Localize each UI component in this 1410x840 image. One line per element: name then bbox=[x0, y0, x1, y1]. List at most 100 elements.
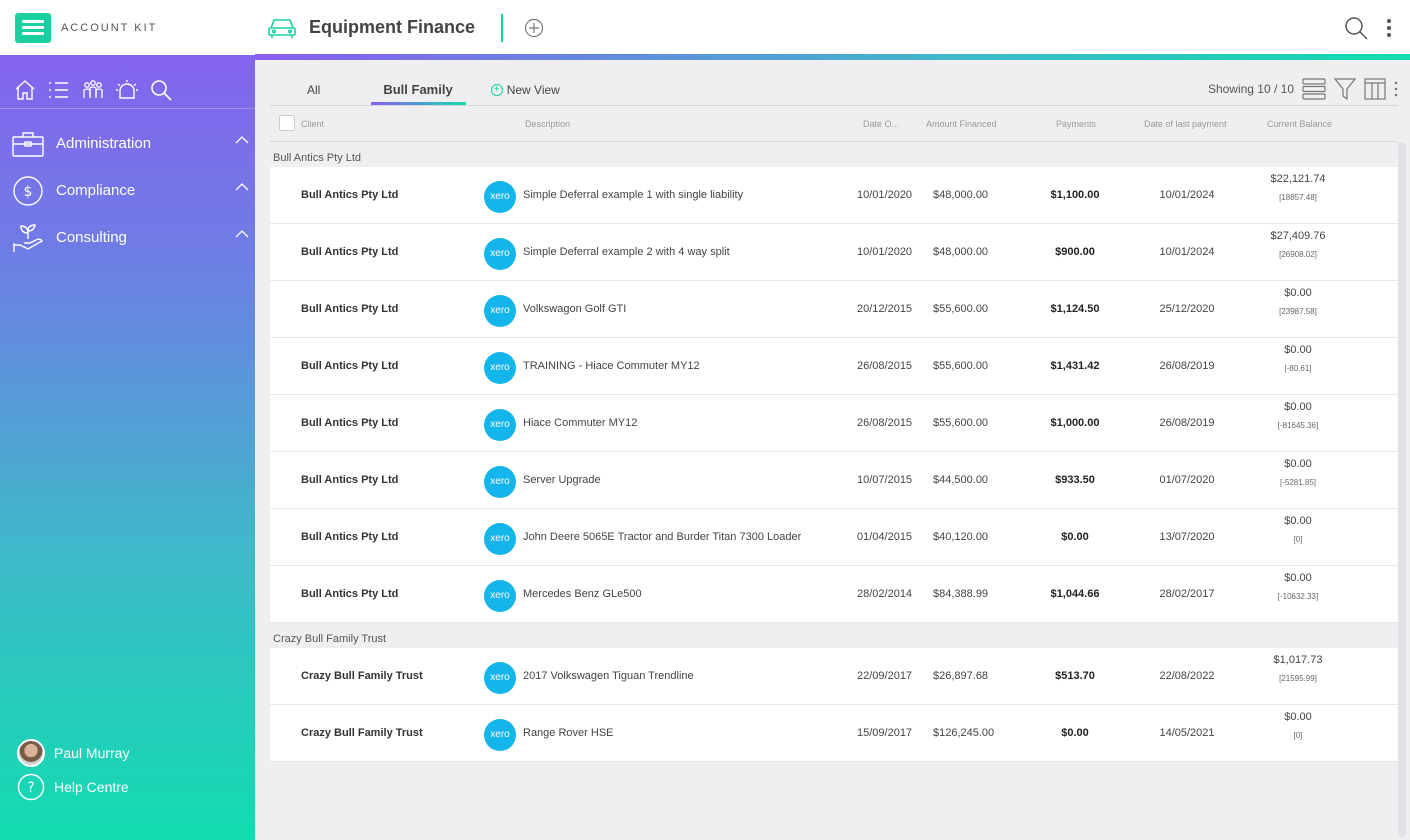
amount-financed-cell: $48,000.00 bbox=[933, 189, 989, 201]
briefcase-icon bbox=[12, 131, 44, 157]
description-cell: Mercedes Benz GLe500 bbox=[523, 588, 642, 600]
brand-logo[interactable]: ACCOUNT KIT bbox=[0, 0, 255, 55]
columns-icon[interactable] bbox=[1364, 78, 1386, 100]
search-icon[interactable] bbox=[149, 78, 173, 102]
date-cell: 01/04/2015 bbox=[857, 531, 913, 543]
top-header: Equipment Finance bbox=[255, 0, 1410, 55]
hand-plant-icon bbox=[13, 223, 43, 252]
xero-icon[interactable]: xero bbox=[484, 662, 516, 694]
balance-cell: $27,409.76 bbox=[1270, 230, 1326, 242]
balance-detail-cell: [23987.58] bbox=[1279, 307, 1317, 316]
xero-icon[interactable]: xero bbox=[484, 295, 516, 327]
last-payment-cell: 28/02/2017 bbox=[1159, 588, 1215, 600]
payment-cell: $1,431.42 bbox=[1050, 360, 1100, 372]
client-cell: Bull Antics Pty Ltd bbox=[301, 531, 399, 543]
table-row[interactable]: Bull Antics Pty Ltd xero TRAINING - Hiace … bbox=[270, 338, 1398, 395]
balance-cell: $0.00 bbox=[1284, 515, 1312, 527]
sidebar-item-consulting[interactable]: Consulting bbox=[0, 214, 255, 261]
column-amount-financed[interactable]: Amount Financed bbox=[926, 119, 997, 129]
user-profile[interactable]: Paul Murray bbox=[17, 736, 129, 770]
payment-cell: $900.00 bbox=[1055, 246, 1095, 258]
table-row[interactable]: Bull Antics Pty Ltd xero Hiace Commuter MY… bbox=[270, 395, 1398, 452]
table-row[interactable]: Crazy Bull Family Trust xero 2017 Volkswag… bbox=[270, 648, 1398, 705]
header-divider bbox=[501, 13, 504, 42]
showing-count: Showing 10 / 10 bbox=[1207, 82, 1294, 96]
select-all-checkbox[interactable] bbox=[279, 115, 295, 131]
list-icon[interactable] bbox=[47, 78, 71, 102]
date-cell: 26/08/2015 bbox=[857, 360, 913, 372]
payment-cell: $1,124.50 bbox=[1050, 303, 1100, 315]
xero-icon[interactable]: xero bbox=[484, 181, 516, 213]
amount-financed-cell: $44,500.00 bbox=[933, 474, 989, 486]
column-date[interactable]: Date O... bbox=[863, 119, 900, 129]
alarm-icon[interactable] bbox=[115, 78, 139, 102]
column-client[interactable]: Client bbox=[301, 119, 325, 129]
table-row[interactable]: Bull Antics Pty Ltd xero Simple Deferral e… bbox=[270, 167, 1398, 224]
xero-icon[interactable]: xero bbox=[484, 238, 516, 270]
sidebar-item-label: Compliance bbox=[56, 182, 136, 199]
search-icon[interactable] bbox=[1344, 16, 1368, 40]
balance-cell: $1,017.73 bbox=[1273, 654, 1323, 666]
date-cell: 10/01/2020 bbox=[857, 246, 913, 258]
client-cell: Bull Antics Pty Ltd bbox=[301, 474, 399, 486]
table-row[interactable]: Bull Antics Pty Ltd xero John Deere 5065E … bbox=[270, 509, 1398, 566]
add-icon[interactable] bbox=[524, 18, 544, 38]
sidebar-item-compliance[interactable]: $ Compliance bbox=[0, 167, 255, 214]
client-cell: Bull Antics Pty Ltd bbox=[301, 360, 399, 372]
date-cell: 15/09/2017 bbox=[857, 727, 913, 739]
help-centre-link[interactable]: ? Help Centre bbox=[17, 770, 129, 804]
column-description[interactable]: Description bbox=[525, 119, 571, 129]
balance-cell: $0.00 bbox=[1284, 711, 1312, 723]
balance-detail-cell: [-5281.85] bbox=[1279, 478, 1317, 487]
xero-icon[interactable]: xero bbox=[484, 580, 516, 612]
scrollbar[interactable] bbox=[1398, 142, 1406, 837]
chevron-up-icon[interactable] bbox=[235, 230, 249, 238]
more-vertical-icon[interactable] bbox=[1386, 18, 1392, 38]
date-cell: 20/12/2015 bbox=[857, 303, 913, 315]
table-row[interactable]: Bull Antics Pty Ltd xero Simple Deferral e… bbox=[270, 224, 1398, 281]
xero-icon[interactable]: xero bbox=[484, 719, 516, 751]
sidebar-item-administration[interactable]: Administration bbox=[0, 120, 255, 167]
people-icon[interactable] bbox=[81, 78, 105, 102]
balance-cell: $0.00 bbox=[1284, 344, 1312, 356]
balance-detail-cell: [21595.99] bbox=[1279, 674, 1317, 683]
last-payment-cell: 14/05/2021 bbox=[1159, 727, 1215, 739]
column-current-balance[interactable]: Current Balance bbox=[1267, 119, 1333, 129]
payment-cell: $933.50 bbox=[1055, 474, 1095, 486]
home-icon[interactable] bbox=[13, 78, 37, 102]
tab-bull-family[interactable]: Bull Family bbox=[371, 82, 466, 105]
table-row[interactable]: Bull Antics Pty Ltd xero Server Upgrade 10/… bbox=[270, 452, 1398, 509]
description-cell: 2017 Volkswagen Tiguan Trendline bbox=[523, 670, 694, 682]
description-cell: Simple Deferral example 1 with single li… bbox=[523, 189, 744, 201]
column-payments[interactable]: Payments bbox=[1056, 119, 1097, 129]
xero-icon[interactable]: xero bbox=[484, 352, 516, 384]
filter-icon[interactable] bbox=[1334, 78, 1356, 100]
table-row[interactable]: Bull Antics Pty Ltd xero Volkswagon Golf G… bbox=[270, 281, 1398, 338]
help-icon: ? bbox=[17, 773, 45, 801]
table-row[interactable]: Bull Antics Pty Ltd xero Mercedes Benz GLe… bbox=[270, 566, 1398, 623]
density-icon[interactable] bbox=[1302, 78, 1326, 100]
view-tabs: All Bull Family + New View Showing 10 / … bbox=[270, 72, 1398, 106]
balance-cell: $0.00 bbox=[1284, 572, 1312, 584]
table-tools: Showing 10 / 10 bbox=[1208, 78, 1398, 100]
date-cell: 28/02/2014 bbox=[857, 588, 913, 600]
chevron-up-icon[interactable] bbox=[235, 136, 249, 144]
payment-cell: $0.00 bbox=[1061, 531, 1089, 543]
last-payment-cell: 26/08/2019 bbox=[1159, 360, 1215, 372]
payment-cell: $1,000.00 bbox=[1050, 417, 1100, 429]
xero-icon[interactable]: xero bbox=[484, 466, 516, 498]
more-vertical-icon[interactable] bbox=[1394, 81, 1398, 97]
chevron-up-icon[interactable] bbox=[235, 183, 249, 191]
balance-detail-cell: [-81645.36] bbox=[1277, 421, 1319, 430]
last-payment-cell: 10/01/2024 bbox=[1159, 189, 1215, 201]
xero-icon[interactable]: xero bbox=[484, 523, 516, 555]
amount-financed-cell: $55,600.00 bbox=[933, 360, 989, 372]
amount-financed-cell: $84,388.99 bbox=[933, 588, 989, 600]
description-cell: Volkswagon Golf GTI bbox=[523, 303, 627, 315]
tab-all[interactable]: All bbox=[307, 83, 321, 97]
table-row[interactable]: Crazy Bull Family Trust xero Range Rover H… bbox=[270, 705, 1398, 762]
column-last-payment[interactable]: Date of last payment bbox=[1144, 119, 1227, 129]
page-title: Equipment Finance bbox=[309, 17, 476, 37]
new-view-button[interactable]: + New View bbox=[490, 83, 560, 105]
xero-icon[interactable]: xero bbox=[484, 409, 516, 441]
